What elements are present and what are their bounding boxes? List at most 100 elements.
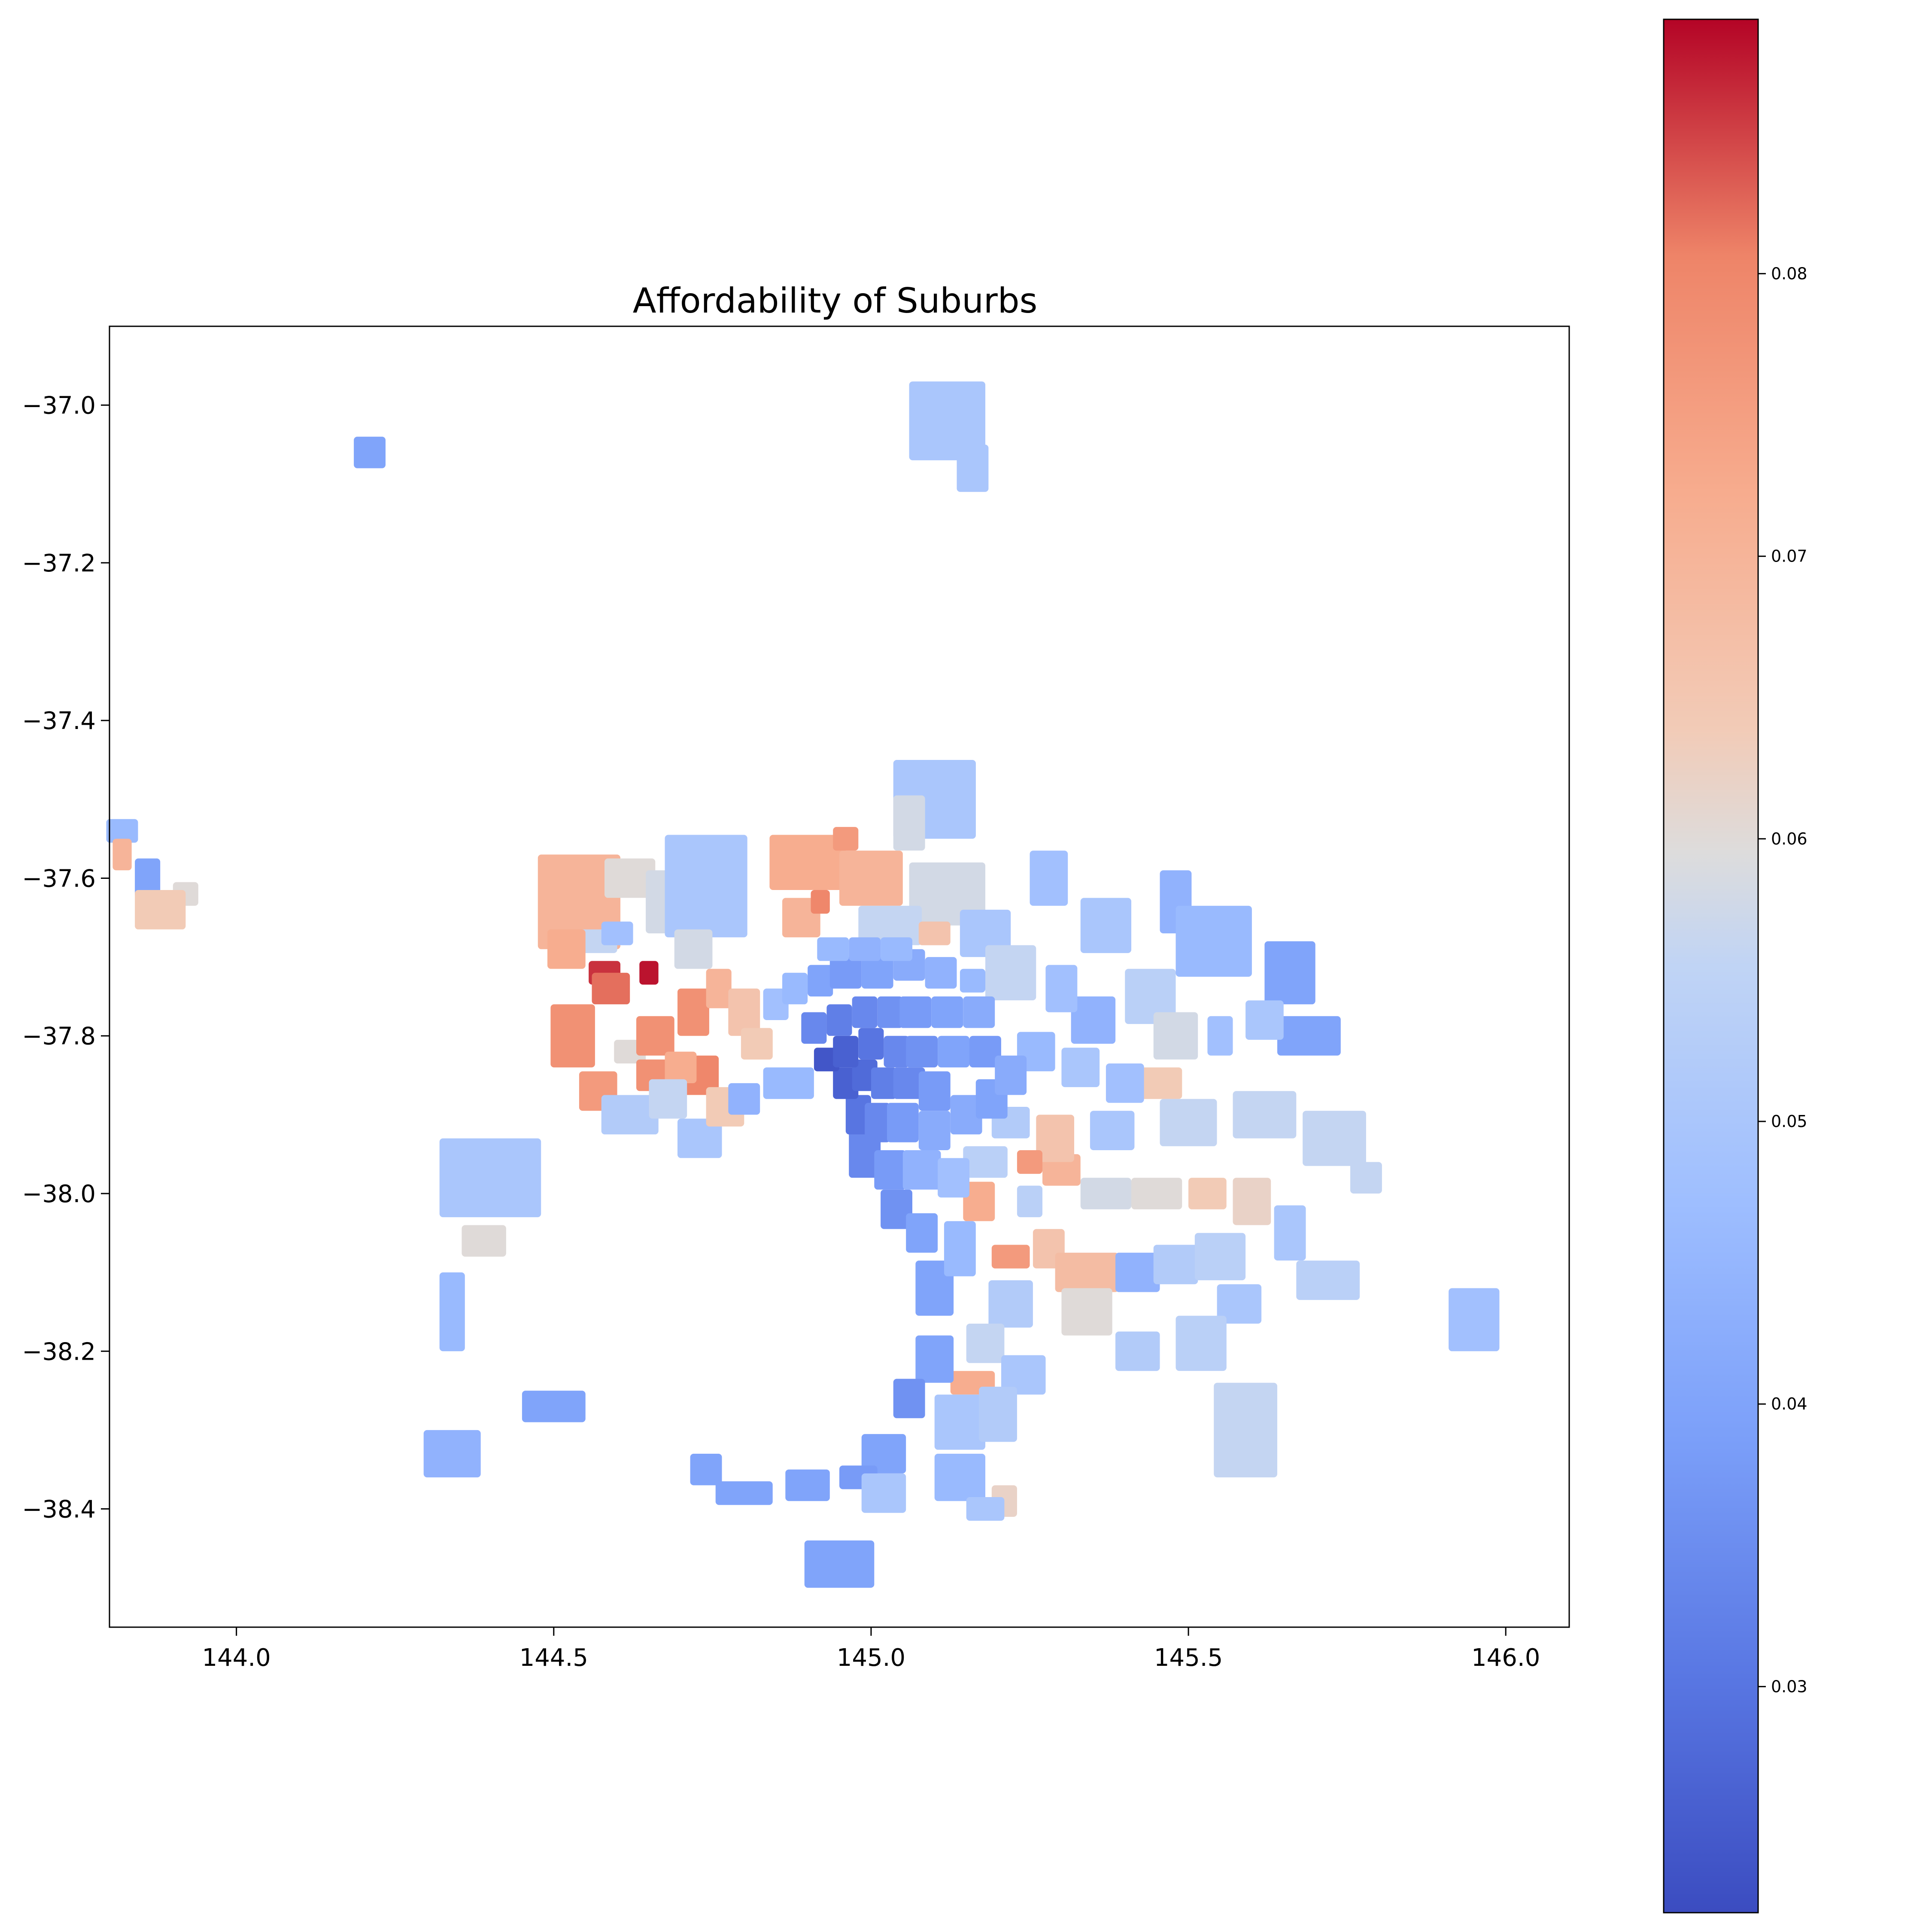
suburb-region (858, 1028, 884, 1060)
suburb-region (639, 961, 659, 985)
suburb-region (1030, 851, 1068, 906)
suburb-region (636, 1016, 674, 1056)
suburb-region (909, 381, 985, 461)
suburb-region (1153, 1245, 1198, 1285)
suburb-region (674, 929, 713, 969)
suburb-region (877, 996, 903, 1028)
y-tick-label: −37.6 (22, 865, 96, 893)
y-tick-label: −38.4 (22, 1496, 96, 1524)
suburb-region (1176, 1315, 1227, 1371)
suburb-region (665, 835, 747, 938)
suburb-region (1277, 1016, 1341, 1056)
suburb-region (906, 1036, 938, 1068)
suburb-region (902, 1150, 941, 1190)
x-tick-label: 145.5 (1154, 1644, 1223, 1672)
suburb-region (1017, 1150, 1042, 1174)
suburb-region (839, 851, 903, 906)
suburb-region (918, 921, 951, 945)
suburb-region (1264, 941, 1315, 1005)
suburb-region (988, 1280, 1033, 1328)
suburb-region (871, 1067, 896, 1099)
suburb-region (969, 1036, 1001, 1068)
suburb-region (881, 937, 912, 961)
suburb-region (601, 921, 633, 945)
suburb-region (649, 1079, 687, 1119)
suburb-region (665, 1051, 697, 1083)
suburb-region (881, 1189, 912, 1229)
suburb-region (135, 890, 186, 930)
suburb-region (817, 937, 849, 961)
colorbar-tick-label: 0.08 (1771, 264, 1807, 283)
suburb-region (849, 937, 881, 961)
suburb-region (909, 862, 985, 926)
x-tick-label: 145.0 (837, 1644, 905, 1672)
suburb-region (833, 1067, 859, 1099)
suburb-region (1080, 898, 1131, 953)
suburb-region (728, 988, 760, 1036)
suburb-region (893, 1379, 925, 1419)
colorbar-tick-label: 0.04 (1771, 1394, 1807, 1413)
suburb-region (763, 988, 789, 1020)
suburb-region (1071, 996, 1116, 1044)
y-tick-label: −38.0 (22, 1180, 96, 1208)
suburb-region (1115, 1331, 1160, 1371)
suburb-region (1160, 1099, 1217, 1146)
suburb-region (985, 945, 1036, 1000)
suburb-region (966, 1324, 1005, 1363)
suburb-region (592, 972, 630, 1005)
suburb-region (1106, 1063, 1144, 1103)
suburb-region (858, 905, 922, 945)
suburb-region (522, 1391, 586, 1422)
suburb-region (1449, 1288, 1500, 1352)
x-axis: 144.0 144.5 145.0 145.5 146.0 (202, 1627, 1540, 1672)
suburb-region (906, 1213, 938, 1253)
suburb-region (938, 1158, 969, 1198)
suburb-region (963, 996, 995, 1028)
suburb-region (1090, 1111, 1135, 1150)
suburb-region (833, 1036, 859, 1068)
suburb-region (728, 1083, 760, 1115)
colorbar (1663, 18, 1759, 1914)
suburb-region (808, 965, 833, 996)
suburb-region (423, 1430, 481, 1478)
suburb-region (1207, 1016, 1233, 1056)
suburb-region (893, 795, 925, 851)
suburb-region (1194, 1233, 1246, 1280)
suburb-region (915, 1335, 954, 1383)
suburb-region (861, 1473, 906, 1513)
y-tick-label: −37.2 (22, 550, 96, 577)
suburb-region (861, 957, 893, 989)
x-tick-label: 144.5 (519, 1644, 588, 1672)
suburb-region (852, 996, 878, 1028)
suburb-region (1131, 1178, 1182, 1209)
colorbar-ticks: 0.03 0.04 0.05 0.06 0.07 0.08 (1758, 264, 1807, 1696)
x-tick-label: 144.0 (202, 1644, 270, 1672)
suburb-region (601, 1095, 659, 1135)
suburb-region (690, 1454, 722, 1485)
suburb-region (1233, 1091, 1297, 1139)
suburb-region (1217, 1284, 1262, 1324)
suburb-region (931, 996, 963, 1028)
suburb-region (1115, 1252, 1160, 1292)
suburb-region (887, 1103, 919, 1142)
suburb-region (769, 835, 846, 890)
suburb-region (715, 1481, 773, 1505)
suburb-region (826, 1004, 852, 1036)
suburb-region (861, 1434, 906, 1473)
colorbar-tick-label: 0.06 (1771, 829, 1807, 848)
suburb-region (934, 1394, 985, 1450)
suburb-region (915, 1261, 954, 1316)
suburb-region (677, 1118, 722, 1158)
suburb-region (1296, 1261, 1360, 1300)
suburb-region (112, 838, 132, 871)
suburb-region (605, 858, 656, 898)
suburb-region (1214, 1382, 1277, 1478)
suburb-region (547, 929, 586, 969)
suburb-region (963, 1146, 1008, 1178)
colorbar-tick-label: 0.05 (1771, 1112, 1807, 1131)
suburb-region (995, 1055, 1027, 1095)
suburb-region (1061, 1288, 1112, 1336)
suburb-region (462, 1225, 506, 1257)
suburb-region (550, 1004, 595, 1068)
